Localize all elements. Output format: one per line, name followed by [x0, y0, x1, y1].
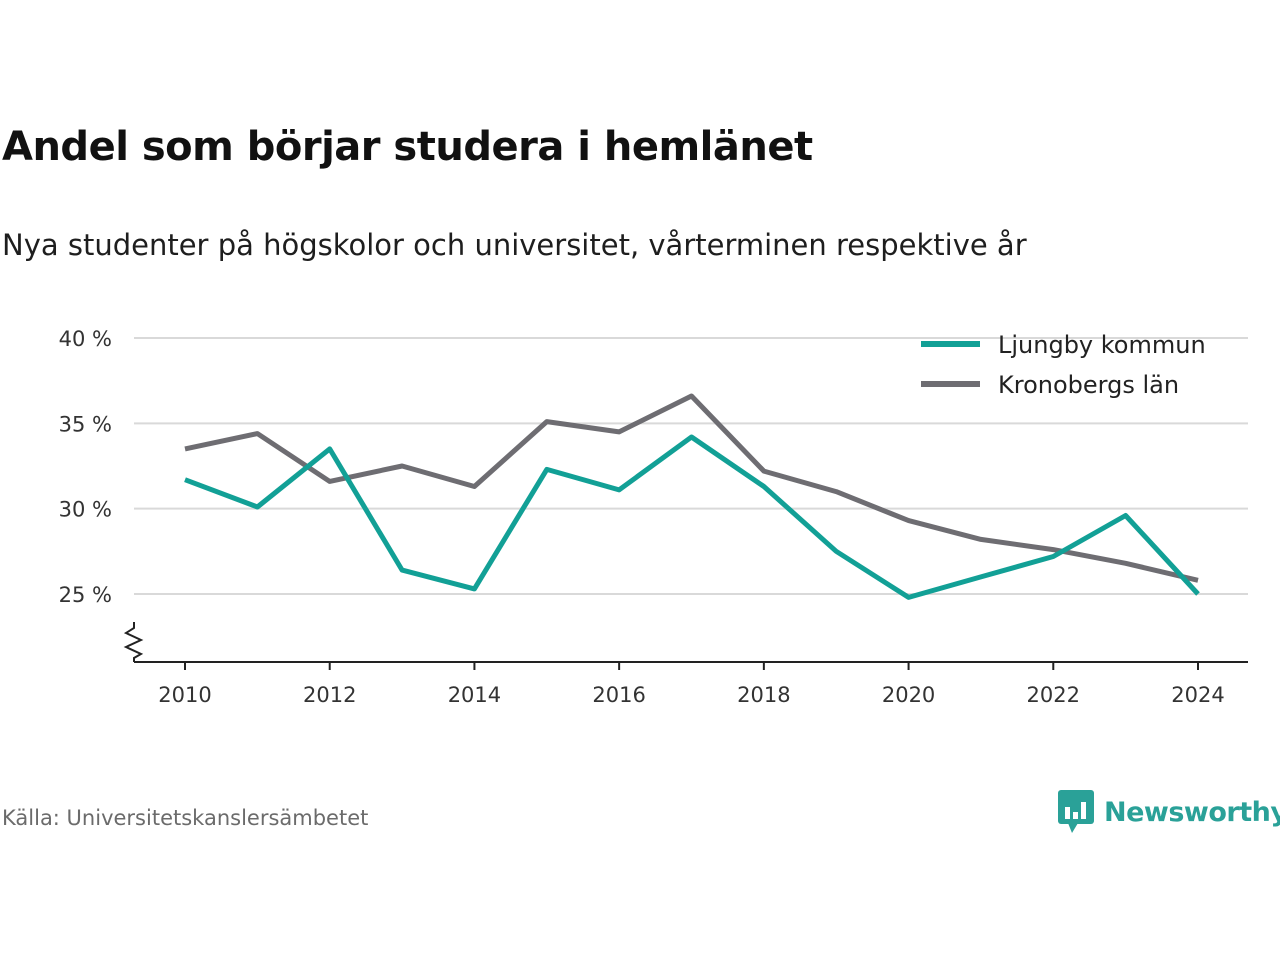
- legend-label: Kronobergs län: [998, 371, 1179, 399]
- series-line-kronobergs-lan: [184, 393, 1199, 583]
- chart-title: Andel som börjar studera i hemlänet: [2, 124, 813, 170]
- legend-label: Ljungby kommun: [998, 331, 1206, 359]
- newsworthy-logo: Newsworthy: [1058, 790, 1280, 834]
- axis-break-mark: [123, 622, 144, 662]
- y-axis-ticks: 25 % 30 % 35 % 40 %: [59, 327, 112, 607]
- series-lines: [184, 393, 1200, 600]
- x-tick-label: 2022: [1027, 683, 1080, 707]
- source-note: Källa: Universitetskanslersämbetet: [2, 806, 369, 830]
- chart-subtitle: Nya studenter på högskolor och universit…: [2, 228, 1027, 262]
- y-tick-label: 40 %: [59, 327, 112, 351]
- brand-name: Newsworthy: [1104, 796, 1280, 828]
- newsworthy-logo-icon: [1058, 790, 1094, 833]
- y-tick-label: 35 %: [59, 412, 112, 436]
- x-tick-label: 2014: [448, 683, 501, 707]
- y-tick-label: 30 %: [59, 498, 112, 522]
- line-chart: 25 % 30 % 35 % 40 % 2010 2012 2014 2016 2018 202…: [59, 327, 1248, 707]
- x-tick-label: 2018: [737, 683, 790, 707]
- series-line-ljungby-kommun: [184, 434, 1200, 600]
- x-tick-label: 2012: [303, 683, 356, 707]
- y-tick-label: 25 %: [59, 583, 112, 607]
- x-tick-label: 2016: [592, 683, 645, 707]
- x-axis: 2010 2012 2014 2016 2018 2020 2022 2024: [123, 622, 1248, 707]
- legend: Ljungby kommun Kronobergs län: [921, 331, 1206, 399]
- x-tick-label: 2024: [1171, 683, 1224, 707]
- x-tick-label: 2020: [882, 683, 935, 707]
- grid-lines: [134, 337, 1248, 595]
- x-tick-label: 2010: [158, 683, 211, 707]
